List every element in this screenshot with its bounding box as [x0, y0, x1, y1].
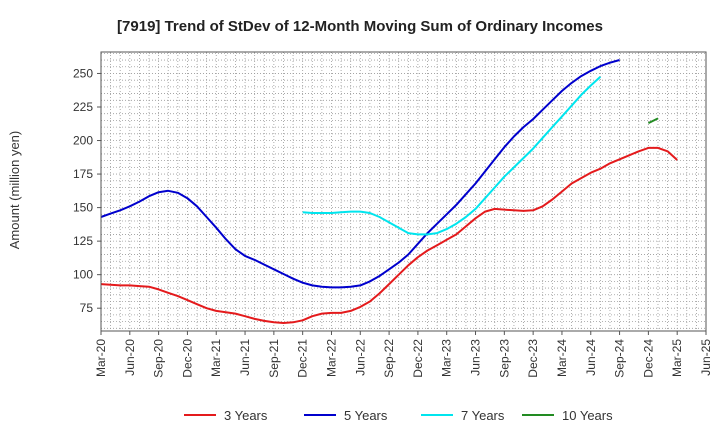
series-lines [100, 59, 678, 324]
x-tick-label: Mar-21 [209, 339, 223, 377]
x-tick-label: Jun-21 [238, 339, 252, 376]
x-tick-label: Sep-23 [497, 339, 511, 378]
y-tick-label: 75 [80, 301, 94, 315]
x-tick-label: Mar-24 [555, 339, 569, 377]
y-tick-label: 150 [73, 201, 93, 215]
series-line-3-years [100, 146, 678, 324]
x-tick-label: Sep-24 [613, 339, 627, 378]
x-tick-label: Jun-23 [469, 339, 483, 376]
x-tick-label: Dec-20 [180, 339, 194, 378]
legend-label: 7 Years [461, 408, 505, 423]
legend: 3 Years 5 Years 7 Years 10 Years [184, 408, 613, 423]
y-tick-label: 125 [73, 234, 93, 248]
y-tick-label: 100 [73, 268, 93, 282]
y-tick-label: 225 [73, 100, 93, 114]
x-tick-label: Jun-24 [584, 339, 598, 376]
x-tick-label: Sep-22 [382, 339, 396, 378]
x-tick-label: Mar-23 [440, 339, 454, 377]
y-tick-label: 250 [73, 66, 93, 80]
x-tick-label: Dec-21 [296, 339, 310, 378]
x-tick-label: Mar-22 [324, 339, 338, 377]
legend-label: 5 Years [344, 408, 388, 423]
y-tick-label: 200 [73, 134, 93, 148]
x-tick-label: Sep-21 [267, 339, 281, 378]
series-line-10-years [647, 117, 659, 124]
legend-label: 10 Years [562, 408, 613, 423]
x-tick-label: Jun-22 [353, 339, 367, 376]
x-tick-label: Dec-23 [526, 339, 540, 378]
series-line-5-years [100, 59, 620, 289]
legend-label: 3 Years [224, 408, 268, 423]
x-tick-label: Mar-20 [94, 339, 108, 377]
y-tick-labels: 75 100 125 150 175 200 225 250 [73, 66, 101, 315]
x-tick-label: Jun-25 [699, 339, 713, 376]
x-tick-label: Jun-20 [123, 339, 137, 376]
y-tick-label: 175 [73, 167, 93, 181]
grid [100, 52, 707, 331]
series-line-7-years [302, 76, 602, 236]
x-tick-label: Mar-25 [670, 339, 684, 377]
plot-frame [100, 51, 707, 332]
y-axis-label: Amount (million yen) [7, 131, 22, 250]
x-tick-labels: Mar-20 Jun-20 Sep-20 Dec-20 Mar-21 Jun-21 Sep-… [94, 331, 713, 378]
x-tick-label: Sep-20 [152, 339, 166, 378]
x-tick-label: Dec-24 [641, 339, 655, 378]
chart-title: [7919] Trend of StDev of 12-Month Moving… [117, 18, 603, 35]
x-tick-label: Dec-22 [411, 339, 425, 378]
